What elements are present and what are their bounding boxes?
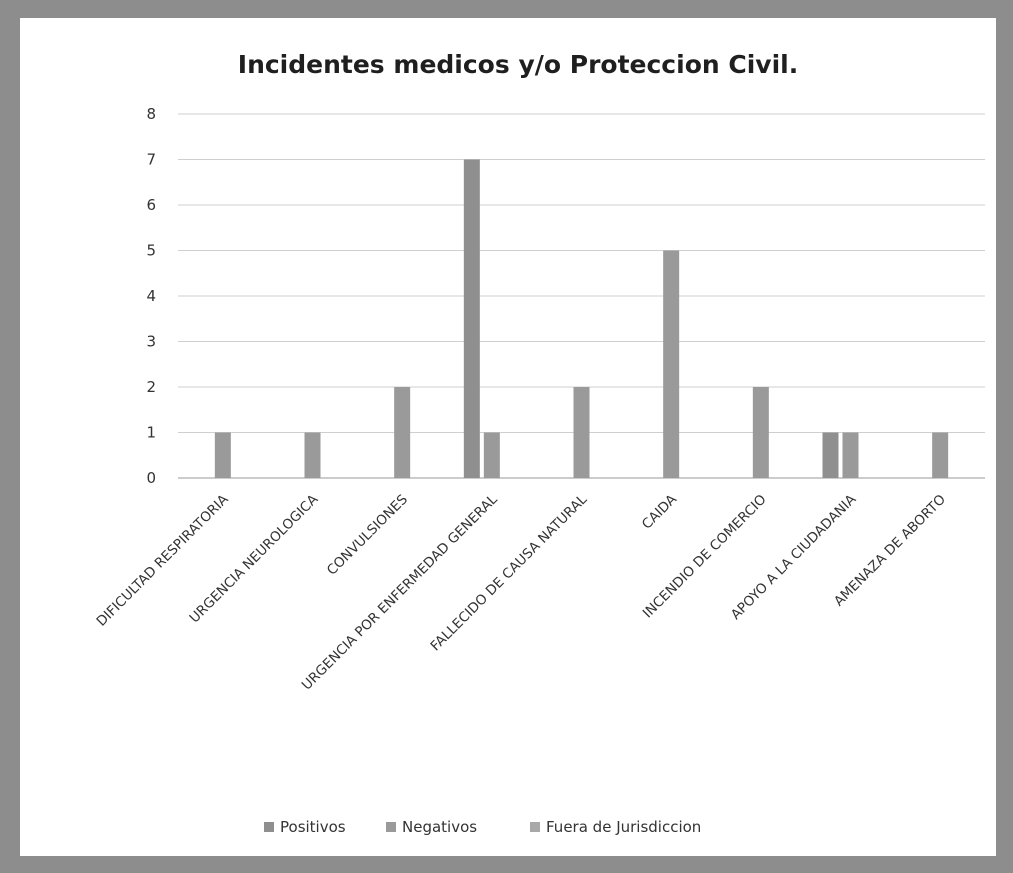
legend-label: Fuera de Jurisdiccion xyxy=(546,818,701,836)
bar-positivos-7 xyxy=(822,432,839,478)
y-tick-label: 3 xyxy=(146,333,156,351)
y-tick-label: 2 xyxy=(146,378,156,396)
x-tick-label: CAIDA xyxy=(639,491,681,533)
bars xyxy=(214,159,949,478)
legend: Positivos Negativos Fuera de Jurisdiccion xyxy=(264,818,701,836)
y-tick-label: 5 xyxy=(146,242,156,260)
legend-label: Positivos xyxy=(280,818,346,836)
x-tick-label: FALLECIDO DE CAUSA NATURAL xyxy=(428,491,591,654)
legend-swatch xyxy=(530,822,540,832)
y-tick-label: 7 xyxy=(146,151,156,169)
bar-negativos-3 xyxy=(483,432,500,478)
legend-swatch xyxy=(264,822,274,832)
x-tick-label: CONVULSIONES xyxy=(324,492,411,579)
y-tick-label: 8 xyxy=(146,105,156,123)
bar-negativos-7 xyxy=(842,432,859,478)
chart-title: Incidentes medicos y/o Proteccion Civil. xyxy=(238,50,798,79)
y-tick-label: 4 xyxy=(146,287,156,305)
x-tick-label: URGENCIA POR ENFERMEDAD GENERAL xyxy=(299,491,501,693)
bar-negativos-6 xyxy=(752,387,769,478)
y-tick-label: 1 xyxy=(146,424,156,442)
legend-swatch xyxy=(386,822,396,832)
y-tick-label: 0 xyxy=(146,469,156,487)
bar-negativos-2 xyxy=(394,387,411,478)
bar-positivos-3 xyxy=(463,159,480,478)
bar-negativos-5 xyxy=(663,250,680,478)
y-axis-ticks: 0 1 2 3 4 5 6 7 8 xyxy=(146,105,156,487)
legend-label: Negativos xyxy=(402,818,477,836)
bar-negativos-4 xyxy=(573,387,590,478)
bar-negativos-0 xyxy=(214,432,231,478)
bar-negativos-8 xyxy=(932,432,949,478)
y-tick-label: 6 xyxy=(146,196,156,214)
bar-negativos-1 xyxy=(304,432,321,478)
